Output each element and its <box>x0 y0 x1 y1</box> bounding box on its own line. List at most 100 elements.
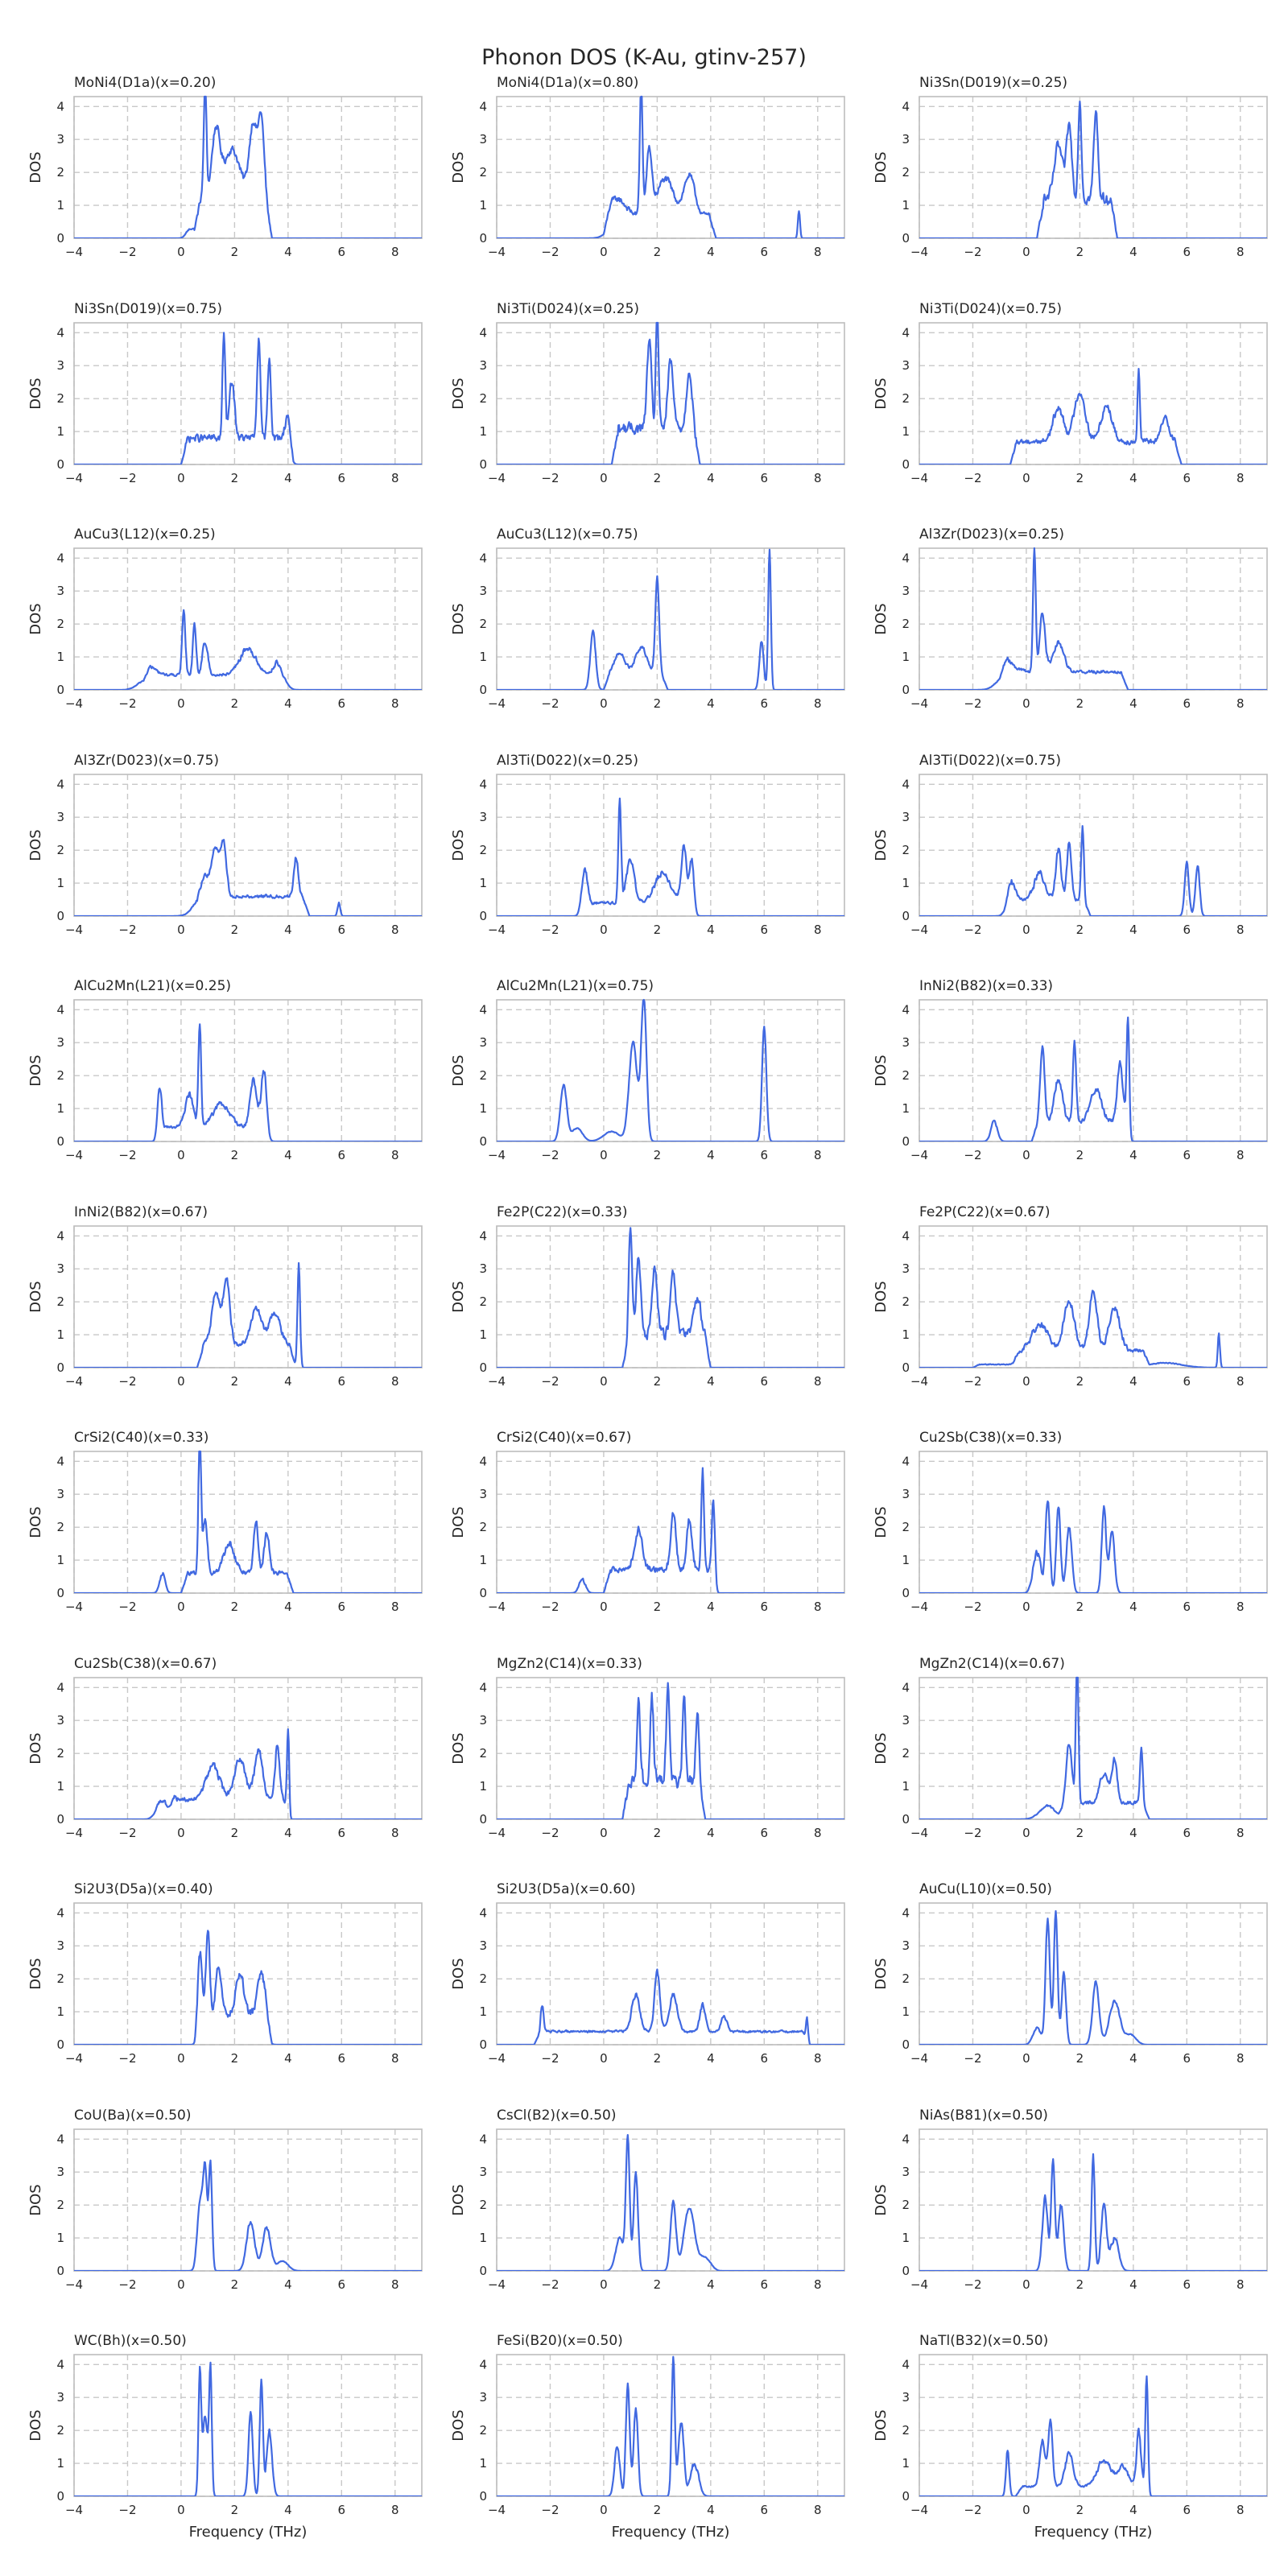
x-tick-label: 8 <box>814 1148 822 1162</box>
x-tick-label: 6 <box>761 1374 769 1389</box>
dos-subplot: MoNi4(D1a)(x=0.20) −4 −2 0 2 4 6 8 0 1 2 3 4 DOS <box>0 64 423 290</box>
y-axis-label: DOS <box>873 603 890 634</box>
y-tick-label: 1 <box>56 876 64 890</box>
x-tick-label: −2 <box>541 1600 559 1614</box>
x-tick-label: −2 <box>118 1148 136 1162</box>
subplot-title: MoNi4(D1a)(x=0.20) <box>74 75 216 91</box>
y-axis-label: DOS <box>873 378 890 409</box>
y-tick-label: 4 <box>902 2357 910 2372</box>
y-tick-label: 2 <box>902 1520 910 1534</box>
x-tick-label: 2 <box>1076 2277 1084 2292</box>
y-tick-label: 4 <box>479 2132 487 2146</box>
subplot-title: NaTl(B32)(x=0.50) <box>919 2333 1048 2349</box>
y-axis-label: DOS <box>27 1506 44 1538</box>
y-tick-label: 3 <box>479 132 487 147</box>
x-tick-label: 2 <box>231 1374 239 1389</box>
x-tick-label: 2 <box>654 2503 662 2517</box>
y-tick-label: 3 <box>56 2390 64 2405</box>
dos-subplot: Al3Ti(D022)(x=0.75) −4 −2 0 2 4 6 8 0 1 2 3 4 DOS <box>845 742 1268 968</box>
y-tick-label: 1 <box>902 424 910 439</box>
y-tick-label: 4 <box>56 1454 64 1468</box>
plot-frame <box>919 2354 1268 2497</box>
subplot-title: CrSi2(C40)(x=0.33) <box>74 1430 208 1446</box>
x-tick-label: −4 <box>910 471 928 485</box>
plot-frame <box>496 321 845 465</box>
x-tick-label: 0 <box>600 2503 608 2517</box>
y-tick-label: 4 <box>902 325 910 340</box>
y-tick-label: 0 <box>902 231 910 246</box>
x-tick-label: 8 <box>1236 1600 1245 1614</box>
y-tick-label: 2 <box>902 1746 910 1761</box>
x-tick-label: 8 <box>1236 1826 1245 1840</box>
x-tick-label: 2 <box>231 696 239 711</box>
dos-series-line <box>919 2375 1267 2496</box>
y-tick-label: 2 <box>902 391 910 406</box>
y-tick-label: 4 <box>56 1905 64 1920</box>
dos-chart-svg: AlCu2Mn(L21)(x=0.25) −4 −2 0 2 4 6 8 0 1 2 3 4 DOS <box>27 978 423 1162</box>
y-tick-label: 0 <box>902 457 910 472</box>
x-tick-label: −4 <box>910 923 928 937</box>
y-tick-label: 4 <box>902 2132 910 2146</box>
x-tick-label: 6 <box>338 1374 346 1389</box>
y-tick-label: 2 <box>56 617 64 631</box>
x-tick-label: −2 <box>964 2503 981 2517</box>
x-tick-label: −2 <box>964 696 981 711</box>
plot-frame <box>496 1902 845 2046</box>
y-tick-label: 4 <box>56 2357 64 2372</box>
y-tick-label: 1 <box>56 650 64 664</box>
dos-series-line <box>919 1909 1267 2045</box>
x-tick-label: −4 <box>65 2503 83 2517</box>
y-tick-label: 1 <box>56 2004 64 2019</box>
dos-series-line <box>74 1261 422 1368</box>
plot-frame <box>919 96 1268 239</box>
x-tick-label: 4 <box>707 1600 715 1614</box>
y-tick-label: 1 <box>902 650 910 664</box>
x-tick-label: 0 <box>600 1826 608 1840</box>
x-tick-label: 4 <box>707 1148 715 1162</box>
dos-chart-svg: InNi2(B82)(x=0.33) −4 −2 0 2 4 6 8 0 1 2 3 4 DOS <box>873 978 1268 1162</box>
y-axis-label: DOS <box>27 378 44 409</box>
x-tick-label: 8 <box>1236 471 1245 485</box>
x-tick-label: 4 <box>1129 696 1137 711</box>
x-tick-label: 2 <box>654 696 662 711</box>
y-tick-label: 3 <box>56 810 64 824</box>
x-tick-label: 8 <box>391 2503 399 2517</box>
x-tick-label: −2 <box>541 2503 559 2517</box>
y-tick-label: 0 <box>902 2489 910 2504</box>
y-tick-label: 2 <box>479 1520 487 1534</box>
x-tick-label: −4 <box>910 1600 928 1614</box>
y-tick-label: 1 <box>479 198 487 213</box>
plot-frame <box>73 2128 423 2272</box>
dos-chart-svg: Al3Ti(D022)(x=0.75) −4 −2 0 2 4 6 8 0 1 2 3 4 DOS <box>873 753 1268 937</box>
dos-chart-svg: Si2U3(D5a)(x=0.60) −4 −2 0 2 4 6 8 0 1 2 3 4 DOS <box>450 1881 845 2066</box>
x-tick-label: 2 <box>654 1826 662 1840</box>
y-tick-label: 1 <box>56 2456 64 2471</box>
subplot-title: Fe2P(C22)(x=0.33) <box>497 1204 628 1220</box>
y-tick-label: 2 <box>56 843 64 857</box>
y-tick-label: 1 <box>479 424 487 439</box>
x-tick-label: 8 <box>391 923 399 937</box>
y-tick-label: 0 <box>902 909 910 923</box>
x-tick-label: 4 <box>1129 1826 1137 1840</box>
x-tick-label: 8 <box>814 1826 822 1840</box>
y-axis-label: DOS <box>873 2409 890 2441</box>
x-tick-label: 6 <box>1183 696 1191 711</box>
x-tick-label: 4 <box>1129 923 1137 937</box>
x-tick-label: 0 <box>177 2051 185 2066</box>
x-tick-label: 0 <box>1022 1148 1030 1162</box>
y-tick-label: 2 <box>479 165 487 180</box>
x-tick-label: 6 <box>1183 923 1191 937</box>
dos-chart-svg: Ni3Ti(D024)(x=0.75) −4 −2 0 2 4 6 8 0 1 2 3 4 DOS <box>873 301 1268 485</box>
x-tick-label: 4 <box>284 2051 292 2066</box>
subplot-title: Ni3Ti(D024)(x=0.75) <box>919 301 1062 317</box>
x-tick-label: 8 <box>1236 1374 1245 1389</box>
dos-chart-svg: Cu2Sb(C38)(x=0.33) −4 −2 0 2 4 6 8 0 1 2 3 4 DOS <box>873 1430 1268 1614</box>
y-tick-label: 2 <box>479 1746 487 1761</box>
plot-frame <box>919 547 1268 691</box>
dos-series-line <box>74 609 422 690</box>
x-tick-label: 8 <box>391 1600 399 1614</box>
y-tick-label: 4 <box>479 99 487 114</box>
dos-series-line <box>74 331 422 464</box>
subplot-title: MgZn2(C14)(x=0.33) <box>497 1656 642 1672</box>
